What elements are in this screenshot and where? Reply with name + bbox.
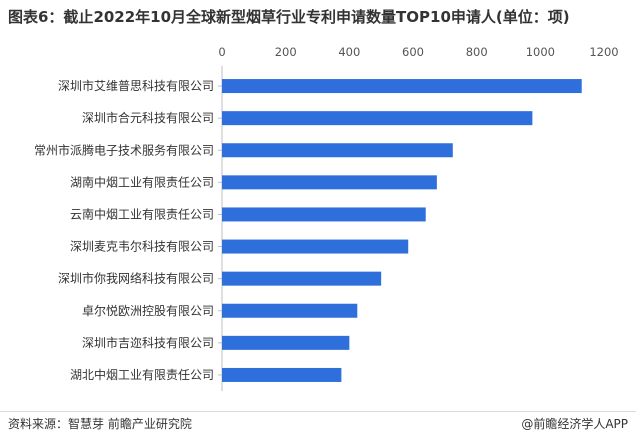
x-tick-label: 200 <box>275 45 297 59</box>
bar <box>222 111 533 126</box>
y-axis <box>218 66 223 391</box>
bar <box>222 143 453 158</box>
category-label: 湖北中烟工业有限责任公司 <box>70 367 214 382</box>
source-note: 资料来源：智慧芽 前瞻产业研究院 <box>8 417 192 431</box>
x-tick-label: 600 <box>402 45 424 59</box>
bar <box>222 303 358 318</box>
bar <box>222 239 409 254</box>
category-label: 常州市派腾电子技术服务有限公司 <box>34 142 214 157</box>
category-label: 湖南中烟工业有限责任公司 <box>70 174 214 189</box>
bar <box>222 335 350 350</box>
category-labels: 深圳市艾维普思科技有限公司深圳市合元科技有限公司常州市派腾电子技术服务有限公司湖… <box>34 78 214 382</box>
x-tick-label: 400 <box>338 45 360 59</box>
x-tick-label: 1200 <box>589 45 618 59</box>
bar <box>222 367 342 382</box>
category-label: 深圳麦克韦尔科技有限公司 <box>70 239 214 254</box>
bar <box>222 207 426 222</box>
x-tick-label: 800 <box>466 45 488 59</box>
x-tick-label: 1000 <box>526 45 555 59</box>
bar <box>222 79 582 94</box>
category-label: 深圳市合元科技有限公司 <box>82 110 214 125</box>
category-label: 卓尔悦欧洲控股有限公司 <box>82 303 214 318</box>
bar <box>222 175 437 190</box>
credit-note: @前瞻经济学人APP <box>521 417 628 431</box>
bars <box>222 79 582 382</box>
x-tick-label: 0 <box>218 45 225 59</box>
category-label: 深圳市你我网络科技有限公司 <box>58 271 214 286</box>
footer-divider <box>0 411 636 412</box>
x-axis-ticks: 0 200 400 600 800 1000 1200 <box>218 45 618 59</box>
bar-chart: 0 200 400 600 800 1000 1200 深圳市艾维普思科技有限公司深圳市合元… <box>34 45 619 391</box>
category-label: 云南中烟工业有限责任公司 <box>70 206 214 221</box>
category-label: 深圳市艾维普思科技有限公司 <box>58 78 214 93</box>
chart-title: 图表6：截止2022年10月全球新型烟草行业专利申请数量TOP10申请人(单位：… <box>8 8 570 26</box>
bar <box>222 271 382 286</box>
category-label: 深圳市吉迩科技有限公司 <box>82 335 214 350</box>
